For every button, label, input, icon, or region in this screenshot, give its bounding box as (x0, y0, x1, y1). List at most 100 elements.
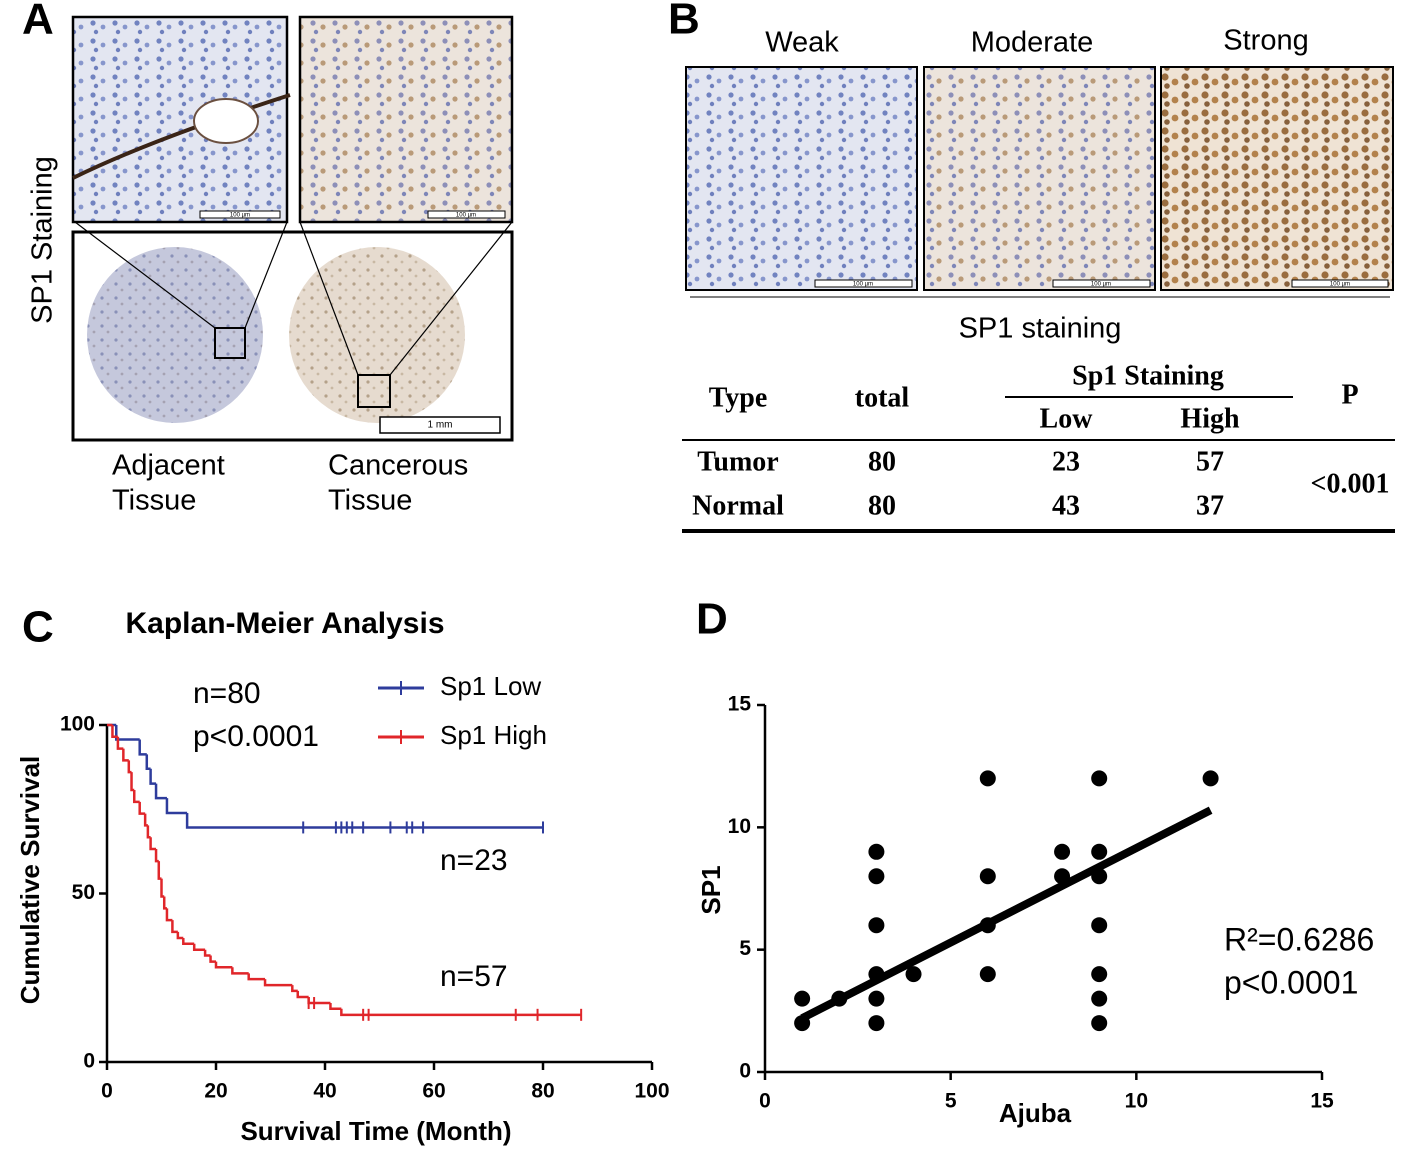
scale-bar-label: 100 µm (456, 213, 476, 219)
point (868, 990, 885, 1007)
point (831, 990, 848, 1007)
cell: 80 (868, 490, 896, 521)
y-tick-label: 100 (60, 713, 95, 736)
survival-step (111, 725, 118, 739)
micrograph (298, 15, 514, 224)
point (1091, 868, 1108, 885)
legend-label: Sp1 High (440, 720, 547, 750)
grade-title: Strong (1223, 25, 1308, 57)
survival-step (154, 783, 167, 800)
point (1091, 990, 1108, 1007)
caption: Tissue (112, 485, 196, 517)
annotation: p<0.0001 (193, 720, 319, 753)
caption: Tissue (328, 485, 412, 517)
x-tick-label: 10 (1125, 1090, 1148, 1113)
survival-step (165, 798, 188, 815)
annotation: p<0.0001 (1224, 964, 1358, 1000)
header-cell: Low (1040, 403, 1094, 434)
header-cell: Sp1 Staining (1072, 360, 1224, 391)
point (1091, 1015, 1108, 1032)
y-tick-label: 5 (739, 937, 751, 960)
point (979, 917, 996, 934)
micrograph (923, 66, 1156, 291)
survival-step (133, 790, 140, 804)
cell: 43 (1052, 490, 1080, 521)
legend-label: Sp1 Low (440, 671, 541, 701)
scale-bar (379, 416, 501, 434)
point (1054, 868, 1071, 885)
point (1054, 843, 1071, 860)
survival-step (154, 849, 159, 863)
survival-step (209, 955, 216, 963)
point (794, 1015, 811, 1032)
point (905, 966, 922, 983)
zoom-lines (74, 221, 513, 376)
scale-bar-label: 100 µm (230, 213, 250, 219)
survival-step (185, 812, 543, 829)
survival-step (247, 973, 266, 981)
x-axis-label: Survival Time (Month) (240, 1116, 511, 1146)
caption: Cancerous (328, 450, 468, 482)
y-axis-label: Cumulative Survival (15, 756, 45, 1005)
survival-step (165, 908, 173, 922)
scale-bar (814, 279, 913, 288)
survival-step (263, 979, 293, 987)
x-tick-label: 15 (1310, 1090, 1334, 1113)
x-tick-label: 0 (759, 1090, 771, 1113)
survival-step (146, 825, 151, 839)
survival-step (192, 943, 206, 952)
y-tick-label: 50 (72, 881, 95, 904)
cell: Tumor (697, 446, 778, 477)
point (868, 917, 885, 934)
annotation: R²=0.6286 (1224, 921, 1374, 957)
scale-bar-label: 100 µm (853, 282, 873, 288)
zoom-box (357, 374, 391, 408)
x-axis-label: Ajuba (999, 1098, 1072, 1128)
x-tick-label: 80 (531, 1080, 554, 1103)
scale-bar (1291, 279, 1389, 288)
point (1091, 770, 1108, 787)
point (979, 868, 996, 885)
survival-step (307, 996, 331, 1005)
cell: 80 (868, 446, 896, 477)
caption: Adjacent (112, 450, 225, 482)
y-label: SP1 Staining (27, 156, 59, 324)
x-tick-label: 5 (945, 1090, 957, 1113)
vessel (72, 93, 291, 180)
header-cell: P (1341, 379, 1358, 410)
point (868, 966, 885, 983)
point (1091, 917, 1108, 934)
survival-step (138, 801, 146, 815)
survival-step (122, 748, 129, 762)
point (794, 990, 811, 1007)
panel-label: B (668, 0, 700, 44)
tissue-core (87, 247, 263, 423)
panel-label: D (696, 595, 728, 644)
table: Type total Sp1 Staining Low High P Tumor… (682, 360, 1395, 533)
x-tick-label: 20 (204, 1080, 227, 1103)
survival-step (291, 985, 298, 993)
survival-step (340, 1008, 582, 1017)
cell: 37 (1196, 490, 1224, 521)
survival-step (127, 760, 132, 774)
survival-step (145, 754, 151, 771)
scale-bar-label: 100 µm (1330, 282, 1350, 288)
point (868, 868, 885, 885)
y-tick-label: 15 (728, 693, 752, 716)
grade-title: Moderate (971, 27, 1094, 59)
survival-step (157, 861, 162, 880)
survival-step (138, 739, 147, 756)
scale-bar (427, 210, 506, 219)
point (979, 770, 996, 787)
fit-line (800, 806, 1213, 1022)
x-tick-label: 60 (422, 1080, 445, 1103)
point (979, 966, 996, 983)
cell: 23 (1052, 446, 1080, 477)
x-tick-label: 100 (634, 1080, 669, 1103)
survival-step (176, 931, 184, 940)
survival-step (149, 768, 157, 785)
panel-label: C (22, 603, 54, 652)
survival-step (329, 1003, 342, 1010)
scale-bar (199, 210, 281, 219)
annotation: n=57 (440, 960, 508, 993)
